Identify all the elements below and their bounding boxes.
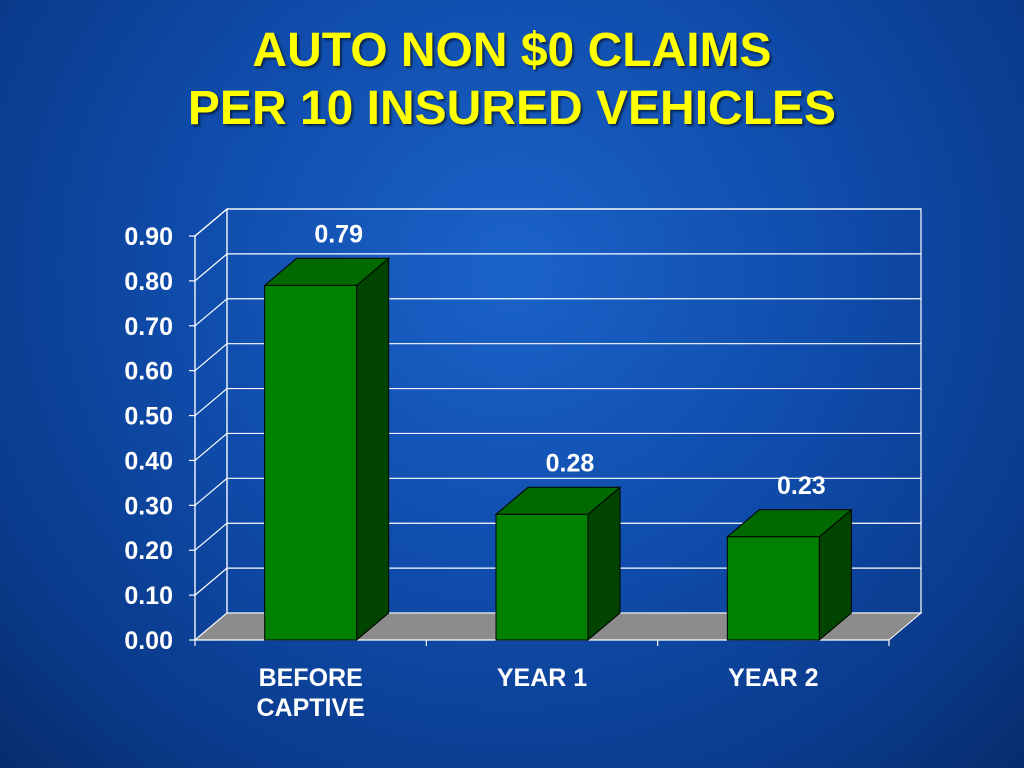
chart-title: AUTO NON $0 CLAIMS PER 10 INSURED VEHICL… [0, 22, 1024, 138]
title-line-1: AUTO NON $0 CLAIMS [252, 24, 772, 77]
gridline-diagonal [194, 298, 228, 327]
x-tick-label-line: CAPTIVE [256, 694, 364, 722]
title-line-2: PER 10 INSURED VEHICLES [187, 82, 837, 135]
x-tick-label-line: YEAR 2 [728, 664, 818, 692]
left-wall [194, 207, 228, 642]
x-axis: BEFORE CAPTIVE YEAR 1 YEAR 2 [194, 639, 890, 722]
bar [263, 257, 391, 642]
x-tick-label: BEFORE CAPTIVE [256, 664, 364, 722]
gridline-diagonal [194, 388, 228, 417]
bar-front [495, 513, 589, 641]
y-tick-label: 0.20 [124, 537, 173, 565]
bar [494, 486, 622, 642]
bars [263, 257, 853, 642]
gridline-diagonal [194, 343, 228, 372]
y-tick-label: 0.70 [124, 313, 173, 341]
y-axis: 0.00 0.10 0.20 0.30 0.40 0.50 0.60 0.70 0.80 0.90 [124, 223, 196, 655]
x-tick-label: YEAR 2 [728, 664, 818, 692]
y-tick-label: 0.30 [124, 492, 173, 520]
data-labels: 0.79 0.28 0.23 [314, 220, 825, 499]
bar [725, 508, 853, 642]
x-tick-label-line: BEFORE [259, 664, 363, 692]
y-tick-label: 0.10 [124, 582, 173, 610]
y-tick-label: 0.60 [124, 358, 173, 386]
y-tick-label: 0.50 [124, 403, 173, 431]
data-label: 0.23 [777, 472, 826, 500]
bar-front [726, 536, 820, 641]
gridline-diagonal [194, 477, 228, 506]
data-label: 0.79 [314, 220, 363, 248]
gridline-diagonal [194, 432, 228, 461]
bar-side [356, 257, 390, 642]
x-tick-label-line: YEAR 1 [497, 664, 587, 692]
gridline-diagonal [194, 522, 228, 551]
gridline-diagonal [194, 208, 228, 237]
data-label: 0.28 [546, 449, 595, 477]
x-tick-label: YEAR 1 [497, 664, 587, 692]
y-tick-label: 0.00 [124, 627, 173, 655]
bar-front [264, 284, 358, 641]
y-tick-label: 0.90 [124, 223, 173, 251]
gridline-diagonal [194, 253, 228, 282]
gridline-diagonal [194, 567, 228, 596]
y-tick-label: 0.40 [124, 447, 173, 475]
y-tick-label: 0.80 [124, 268, 173, 296]
